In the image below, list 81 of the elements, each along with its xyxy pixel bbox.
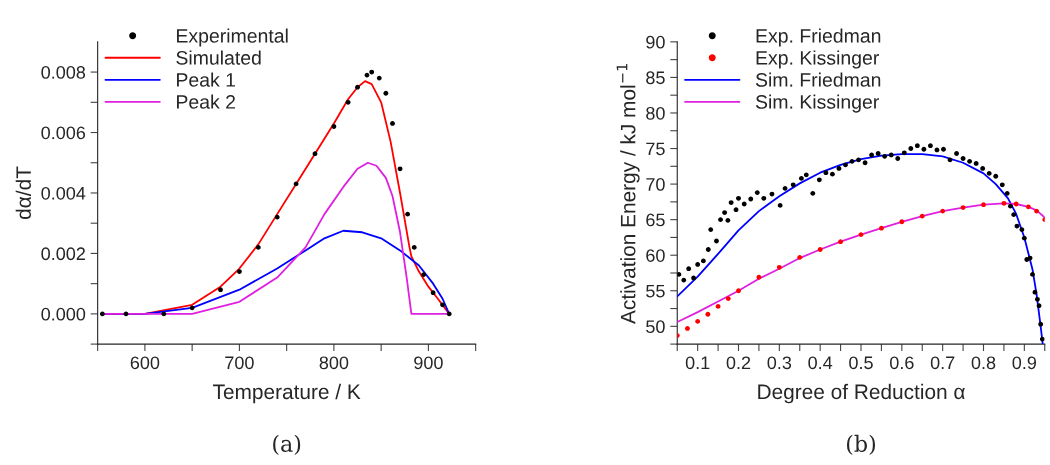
x-tick-label: 600 — [130, 356, 160, 370]
y-tick-label: 0.002 — [41, 247, 85, 261]
y-tick-label: 85 — [646, 71, 665, 85]
text: (b) — [846, 434, 876, 456]
point — [312, 151, 318, 157]
point — [411, 244, 417, 250]
x-tick-label: 0.3 — [767, 356, 792, 370]
point — [430, 290, 436, 296]
point — [161, 311, 167, 317]
x-tick-label: 0.8 — [971, 356, 996, 370]
point — [736, 288, 741, 294]
x-tick-label: 900 — [414, 356, 443, 370]
point — [879, 225, 884, 231]
x-axis-title: Degree of Reduction α — [758, 383, 965, 404]
legend-label: Exp. Kissinger — [756, 50, 879, 69]
point — [817, 247, 823, 252]
point — [376, 75, 382, 81]
legend-label: Exp. Friedman — [756, 28, 881, 47]
legend-label: Sim. Friedman — [755, 72, 881, 87]
point — [236, 269, 242, 274]
legend-label: Sim. Kissinger — [755, 94, 879, 113]
point — [218, 287, 223, 293]
point — [99, 311, 105, 317]
point — [405, 211, 411, 217]
point — [274, 214, 280, 220]
point — [369, 69, 375, 75]
y-tick-label: 70 — [646, 178, 665, 191]
point — [189, 305, 195, 311]
point — [390, 121, 395, 126]
point — [981, 202, 986, 208]
point — [940, 208, 946, 214]
text: (a) — [273, 434, 301, 456]
y-tick-label: 50 — [646, 320, 665, 334]
point — [446, 311, 452, 317]
x-tick-label: 0.9 — [1012, 356, 1037, 370]
line-series — [677, 202, 1045, 323]
legend-label: Peak 2 — [177, 94, 235, 109]
legend-label: Simulated — [176, 50, 261, 65]
point — [838, 239, 843, 245]
point — [331, 124, 337, 129]
y-tick-label: 80 — [646, 106, 665, 120]
x-tick-label: 0.4 — [808, 356, 833, 370]
y-tick-label: 0.006 — [41, 126, 86, 140]
y-tick-label: 0.008 — [41, 66, 86, 79]
point — [1001, 200, 1007, 206]
point — [797, 254, 803, 260]
point — [440, 302, 445, 308]
point — [756, 274, 762, 280]
point — [1026, 204, 1031, 210]
point — [725, 296, 731, 301]
point — [919, 213, 925, 219]
x-tick-label: 0.1 — [685, 356, 710, 370]
legend-label: Experimental — [177, 28, 288, 47]
point — [695, 318, 701, 324]
y-tick-label: 55 — [646, 284, 665, 298]
y-axis-title: Activation Energy / kJ mol$^{−1}$ — [616, 63, 640, 324]
x-tick-label: 0.7 — [930, 356, 955, 370]
y-tick-label: 90 — [646, 35, 665, 49]
x-tick-label: 0.6 — [889, 356, 914, 370]
y-axis-title: dα/dT — [15, 166, 31, 219]
y-tick-label: 75 — [646, 142, 665, 156]
y-tick-label: 65 — [646, 213, 665, 227]
x-tick-label: 800 — [319, 356, 349, 370]
x-tick-label: 700 — [225, 356, 254, 370]
point — [421, 272, 427, 277]
legend-label: Peak 1 — [177, 72, 236, 87]
point — [899, 219, 905, 225]
point — [705, 311, 711, 317]
y-tick-label: 0.000 — [41, 307, 86, 321]
x-tick-label: 0.5 — [849, 356, 873, 370]
x-tick-label: 0.2 — [726, 356, 751, 370]
y-tick-label: 0.004 — [41, 186, 86, 200]
point — [355, 84, 360, 90]
point — [397, 166, 403, 172]
point — [345, 99, 351, 105]
point — [383, 90, 389, 96]
point — [685, 326, 690, 331]
point — [255, 244, 261, 250]
y-tick-label: 60 — [646, 249, 665, 262]
x-axis-title: Temperature / K — [213, 383, 361, 404]
point — [776, 264, 782, 270]
